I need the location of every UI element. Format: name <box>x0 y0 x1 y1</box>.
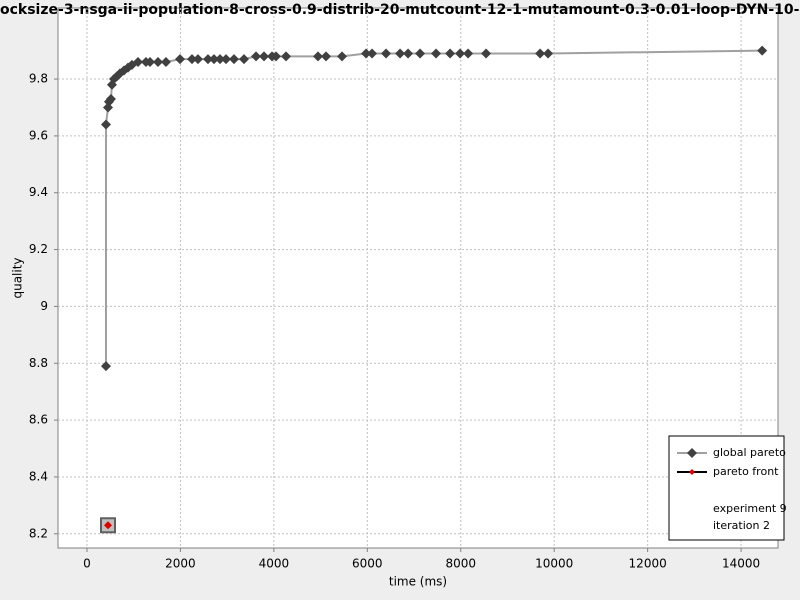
point <box>535 48 546 59</box>
legend-label: pareto front <box>713 465 779 478</box>
y-axis-label: quality <box>11 257 25 298</box>
x-tick-label: 8000 <box>445 557 476 571</box>
point <box>403 48 414 59</box>
point <box>367 48 378 59</box>
point <box>281 51 292 62</box>
y-tick-label: 8.8 <box>29 356 48 370</box>
point <box>103 521 112 530</box>
point <box>209 54 220 65</box>
annotation: iteration 2 <box>713 519 770 532</box>
point <box>187 54 198 65</box>
point <box>100 361 111 372</box>
legend-marker <box>687 448 697 458</box>
point <box>214 54 225 65</box>
point <box>321 51 332 62</box>
point <box>144 57 155 67</box>
y-tick-label: 9.8 <box>29 72 48 86</box>
x-tick-label: 2000 <box>165 557 196 571</box>
point <box>105 93 116 104</box>
point <box>445 48 456 59</box>
x-tick-label: 12000 <box>629 557 667 571</box>
legend-label: global pareto <box>713 446 786 459</box>
point <box>239 54 250 65</box>
y-tick-label: 8.4 <box>29 469 48 483</box>
point <box>100 119 111 130</box>
point <box>361 48 372 59</box>
x-axis-label: time (ms) <box>389 575 447 589</box>
point <box>313 51 324 62</box>
point <box>455 48 466 59</box>
point <box>481 48 492 59</box>
x-tick-label: 4000 <box>259 557 290 571</box>
point <box>192 54 203 65</box>
point <box>463 48 474 59</box>
point <box>543 48 554 59</box>
point <box>757 45 768 56</box>
point <box>221 54 232 65</box>
point <box>202 54 213 65</box>
plot-area <box>57 7 779 549</box>
x-tick-label: 10000 <box>535 557 573 571</box>
point <box>395 48 406 59</box>
point <box>251 51 262 62</box>
point <box>152 57 163 67</box>
point <box>415 48 426 59</box>
y-tick-label: 8.6 <box>29 413 48 427</box>
point <box>122 62 133 73</box>
point <box>337 51 348 62</box>
y-tick-label: 9 <box>40 299 48 313</box>
x-tick-label: 6000 <box>352 557 383 571</box>
y-tick-label: 9.6 <box>29 128 48 142</box>
y-tick-label: 9.2 <box>29 242 48 256</box>
point <box>229 54 240 65</box>
legend-marker <box>689 469 695 475</box>
point <box>160 57 171 67</box>
point <box>381 48 392 59</box>
point <box>132 57 143 67</box>
annotation: experiment 9 <box>713 502 787 515</box>
point <box>174 54 185 65</box>
chart-title: ocksize-3-nsga-ii-population-8-cross-0.9… <box>0 2 800 18</box>
y-tick-label: 9.4 <box>29 185 48 199</box>
x-tick-label: 14000 <box>722 557 760 571</box>
x-tick-label: 0 <box>83 557 91 571</box>
y-tick-label: 8.2 <box>29 526 48 540</box>
point <box>271 51 282 62</box>
point <box>431 48 442 59</box>
point <box>259 51 270 62</box>
